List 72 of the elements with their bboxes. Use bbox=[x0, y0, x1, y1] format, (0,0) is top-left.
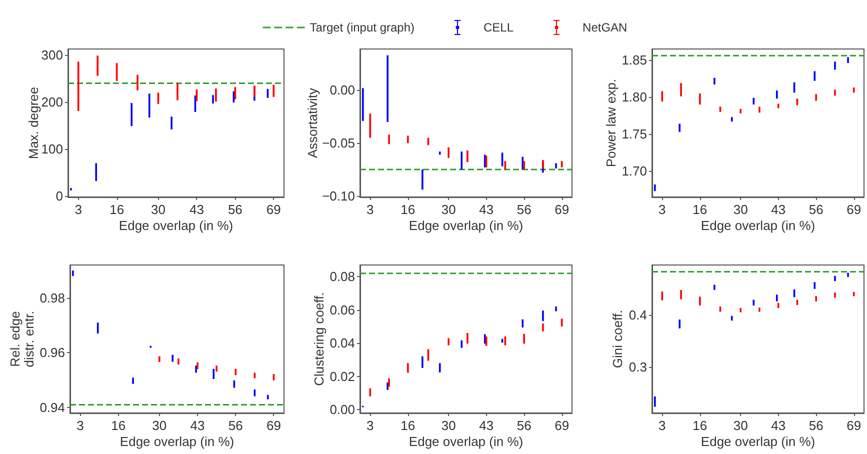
y-tick-label: −0.05 bbox=[322, 136, 355, 151]
y-tick-label: 0.08 bbox=[330, 269, 355, 284]
x-tick-label: 16 bbox=[400, 202, 416, 217]
y-tick-label: 0.00 bbox=[330, 82, 355, 98]
y-axis-title: Power law exp. bbox=[604, 78, 618, 168]
y-tick-label: 200 bbox=[41, 94, 63, 110]
x-tick-label: 56 bbox=[516, 202, 532, 217]
y-tick-label: 0.00 bbox=[330, 402, 355, 418]
x-axis-title: Edge overlap (in %) bbox=[700, 218, 816, 233]
x-axis-title: Edge overlap (in %) bbox=[118, 218, 234, 233]
x-tick-label: 69 bbox=[554, 202, 570, 217]
x-tick-label: 69 bbox=[846, 202, 862, 217]
x-tick-label: 16 bbox=[111, 418, 126, 433]
x-tick-label: 69 bbox=[554, 418, 570, 433]
x-axis-title: Edge overlap (in %) bbox=[408, 434, 524, 449]
x-tick-label: 43 bbox=[479, 418, 494, 433]
x-tick-label: 69 bbox=[266, 418, 281, 433]
y-axis-title: Clustering coeff. bbox=[312, 292, 326, 386]
x-tick-label: 56 bbox=[228, 202, 242, 217]
y-tick-label: 0.04 bbox=[330, 336, 355, 351]
x-tick-label: 16 bbox=[692, 418, 708, 433]
y-tick-label: 1.80 bbox=[622, 90, 647, 105]
legend-label: CELL bbox=[484, 20, 514, 34]
x-tick-label: 3 bbox=[366, 418, 374, 433]
x-tick-label: 43 bbox=[771, 418, 786, 433]
y-tick-label: 0.94 bbox=[40, 400, 65, 416]
y-axis-title: Assortativity bbox=[305, 87, 320, 158]
x-tick-label: 3 bbox=[658, 418, 666, 433]
y-tick-label: 300 bbox=[41, 48, 63, 63]
x-tick-label: 69 bbox=[266, 202, 281, 217]
x-tick-label: 43 bbox=[771, 202, 786, 217]
x-tick-label: 30 bbox=[441, 418, 456, 433]
x-tick-label: 56 bbox=[808, 202, 824, 217]
x-tick-label: 56 bbox=[228, 418, 243, 433]
x-tick-label: 30 bbox=[441, 202, 456, 217]
y-axis-title: Gini coeff. bbox=[610, 310, 625, 368]
y-tick-label: 0.98 bbox=[40, 290, 65, 306]
x-axis-title: Edge overlap (in %) bbox=[700, 434, 816, 449]
y-axis-title: Rel. edge distr. entr. bbox=[8, 310, 36, 368]
x-tick-label: 30 bbox=[733, 418, 748, 433]
x-tick-label: 69 bbox=[846, 418, 862, 433]
y-tick-label: −0.10 bbox=[322, 188, 355, 204]
x-tick-label: 16 bbox=[400, 418, 416, 433]
y-tick-label: 0.96 bbox=[40, 345, 65, 360]
x-tick-label: 3 bbox=[658, 202, 666, 217]
y-tick-label: 1.70 bbox=[622, 164, 647, 179]
x-tick-label: 43 bbox=[479, 202, 494, 217]
legend-label: Target (input graph) bbox=[310, 20, 415, 34]
x-tick-label: 3 bbox=[74, 202, 82, 217]
x-axis-title: Edge overlap (in %) bbox=[120, 434, 234, 449]
y-tick-label: 0 bbox=[56, 188, 63, 204]
x-tick-label: 43 bbox=[189, 202, 204, 217]
x-tick-label: 30 bbox=[733, 202, 748, 217]
legend-label: NetGAN bbox=[582, 20, 628, 34]
y-tick-label: 1.85 bbox=[622, 52, 647, 68]
y-tick-label: 100 bbox=[41, 142, 63, 157]
y-tick-label: 0.02 bbox=[330, 368, 355, 384]
y-tick-label: 0.06 bbox=[330, 302, 355, 318]
y-tick-label: 1.75 bbox=[622, 126, 647, 142]
y-tick-label: 0.4 bbox=[628, 307, 647, 322]
x-tick-label: 43 bbox=[190, 418, 205, 433]
x-tick-label: 16 bbox=[110, 202, 124, 217]
x-tick-label: 56 bbox=[808, 418, 824, 433]
x-tick-label: 16 bbox=[692, 202, 708, 217]
x-tick-label: 56 bbox=[516, 418, 532, 433]
x-tick-label: 30 bbox=[152, 418, 167, 433]
x-tick-label: 3 bbox=[366, 202, 374, 217]
x-axis-title: Edge overlap (in %) bbox=[408, 218, 524, 233]
y-tick-label: 0.3 bbox=[628, 359, 647, 374]
y-axis-title: Max. degree bbox=[26, 86, 41, 160]
x-tick-label: 3 bbox=[76, 418, 84, 433]
x-tick-label: 30 bbox=[151, 202, 166, 217]
